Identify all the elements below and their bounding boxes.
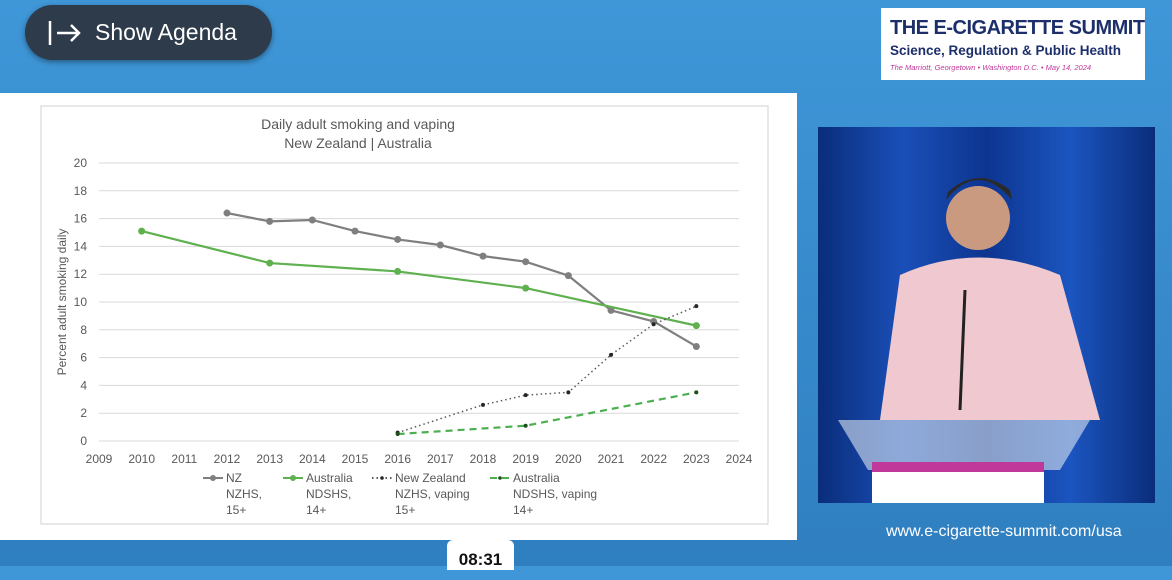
data-point — [651, 322, 656, 327]
data-point — [436, 241, 444, 249]
data-point — [138, 227, 146, 235]
data-point — [523, 423, 528, 428]
legend-label: Australia NDSHS, 14+ — [306, 471, 353, 517]
y-tick-label: 8 — [80, 323, 87, 337]
button-label[interactable]: Show Agenda — [95, 19, 237, 45]
logo-subtitle: Science, Regulation & Public Health — [890, 43, 1122, 58]
data-point — [394, 267, 402, 275]
y-tick-label: 16 — [74, 212, 88, 226]
logo-venue: The Marriott, Georgetown • Washington D.… — [890, 63, 1092, 72]
data-point — [692, 342, 700, 350]
series-line — [226, 211, 697, 348]
data-point — [394, 235, 402, 243]
y-tick-label: 18 — [74, 184, 88, 198]
y-tick-label: 0 — [80, 434, 87, 448]
logo-title: THE E-CIGARETTE SUMMIT — [890, 17, 1145, 39]
legend-label: NZ NZHS, 15+ — [226, 471, 262, 517]
chart-subtitle: New Zealand | Australia — [284, 135, 432, 151]
x-tick-label: 2018 — [470, 452, 497, 466]
url: www.e-cigarette-summit.com/usa — [886, 523, 1122, 540]
data-point — [607, 306, 615, 314]
x-tick-label: 2017 — [427, 452, 454, 466]
y-tick-label: 10 — [74, 295, 88, 309]
data-point — [395, 432, 400, 437]
x-tick-label: 2010 — [128, 452, 155, 466]
data-point — [650, 317, 658, 325]
data-point — [479, 252, 487, 260]
legend-marker — [290, 475, 296, 481]
y-tick-label: 6 — [80, 351, 87, 365]
x-tick-label: 2009 — [86, 452, 113, 466]
legend-marker — [498, 476, 502, 480]
data-point — [266, 259, 274, 267]
legend-label: Australia NDSHS, vaping 14+ — [513, 471, 598, 517]
icon — [48, 21, 81, 45]
video — [818, 127, 1155, 503]
data-point — [223, 209, 231, 217]
y-tick-label: 14 — [74, 239, 88, 253]
data-point — [266, 217, 274, 225]
y-axis-label: Percent adult smoking daily — [55, 229, 69, 376]
data-point — [609, 352, 613, 357]
series-line — [397, 391, 697, 436]
x-tick-label: 2024 — [726, 452, 753, 466]
show-agenda-button[interactable]: Show Agenda — [25, 5, 272, 60]
logo: THE E-CIGARETTE SUMMIT Science, Regulati… — [881, 8, 1145, 80]
data-point — [481, 402, 485, 407]
x-tick-label: 2016 — [384, 452, 411, 466]
data-point — [522, 258, 530, 266]
chart: Daily adult smoking and vaping New Zeala… — [40, 105, 1155, 525]
x-tick-label: 2015 — [342, 452, 369, 466]
legend-label: New Zealand NZHS, vaping 15+ — [395, 471, 470, 517]
y-tick-label: 12 — [74, 267, 88, 281]
y-tick-label: 2 — [80, 406, 87, 420]
data-point — [522, 284, 530, 292]
x-tick-label: 2013 — [256, 452, 283, 466]
data-point — [308, 216, 316, 224]
x-tick-label: 2020 — [555, 452, 582, 466]
x-tick-label: 2023 — [683, 452, 710, 466]
data-point — [523, 393, 528, 398]
x-tick-label: 2021 — [598, 452, 625, 466]
x-tick-label: 2014 — [299, 452, 326, 466]
x-tick-label: 2019 — [512, 452, 539, 466]
data-point — [351, 227, 359, 235]
y-tick-label: 4 — [80, 378, 87, 392]
x-tick-label: 2012 — [214, 452, 241, 466]
chart-title: Daily adult smoking and vaping — [261, 116, 455, 132]
data-point — [692, 322, 700, 330]
data-point — [566, 390, 571, 395]
data-point — [694, 304, 699, 309]
legend-marker — [380, 476, 384, 480]
data-point — [564, 272, 572, 280]
data-point — [694, 390, 699, 395]
y-tick-label: 20 — [74, 156, 88, 170]
x-tick-label: 2011 — [171, 452, 197, 466]
timer: 08:31 — [447, 540, 514, 570]
legend-marker — [210, 475, 216, 481]
x-tick-label: 2022 — [640, 452, 667, 466]
